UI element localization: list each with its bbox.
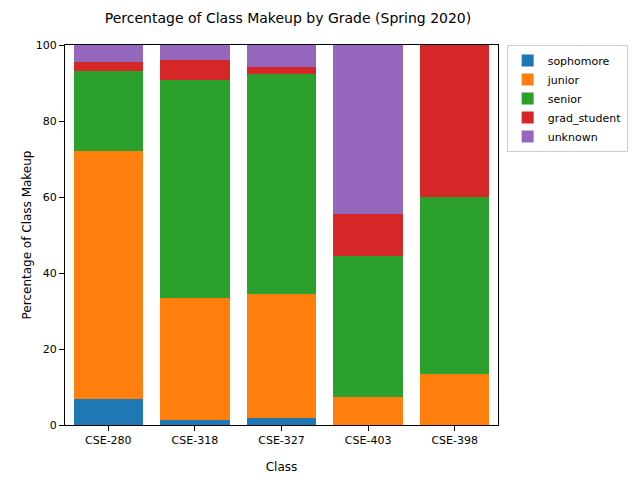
svg-text:CSE-327: CSE-327 — [258, 434, 305, 447]
svg-text:unknown: unknown — [548, 131, 598, 144]
svg-text:CSE-403: CSE-403 — [345, 434, 392, 447]
svg-text:60: 60 — [43, 191, 57, 204]
svg-text:CSE-280: CSE-280 — [85, 434, 132, 447]
svg-text:junior: junior — [547, 74, 580, 87]
svg-text:40: 40 — [43, 267, 57, 280]
svg-text:sophomore: sophomore — [548, 55, 610, 68]
svg-text:grad_student: grad_student — [548, 112, 621, 125]
svg-text:CSE-398: CSE-398 — [431, 434, 478, 447]
svg-text:20: 20 — [43, 343, 57, 356]
svg-text:0: 0 — [50, 419, 57, 432]
svg-text:senior: senior — [548, 93, 582, 106]
svg-text:Class: Class — [266, 460, 298, 474]
svg-text:Percentage of Class Makeup by: Percentage of Class Makeup by Grade (Spr… — [105, 10, 471, 26]
svg-text:Percentage of Class Makeup: Percentage of Class Makeup — [20, 151, 34, 320]
svg-text:80: 80 — [43, 115, 57, 128]
svg-text:100: 100 — [36, 39, 57, 52]
svg-text:CSE-318: CSE-318 — [172, 434, 219, 447]
